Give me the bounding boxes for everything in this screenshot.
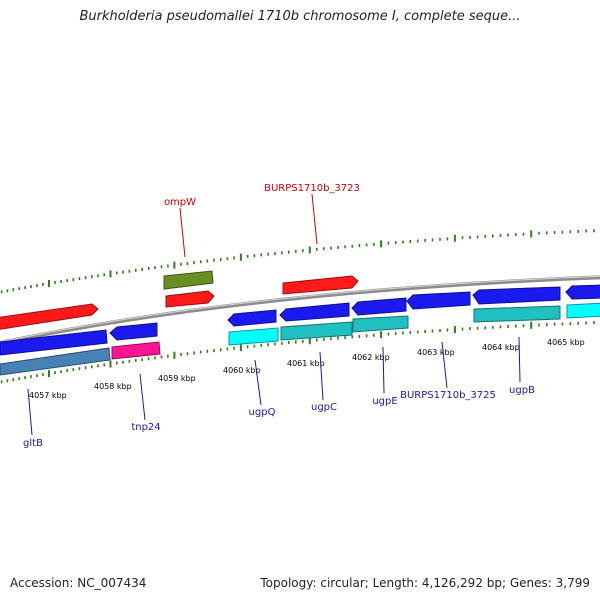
gene-label-ugpc[interactable]: ugpC (311, 402, 337, 413)
gene-label-ugpb[interactable]: ugpB (509, 385, 535, 396)
gene-label-gltb[interactable]: gltB (23, 438, 43, 449)
gene-label-ugpq[interactable]: ugpQ (249, 407, 276, 418)
scale-label-4060: 4060 kbp (223, 366, 261, 375)
gene-label-ompw[interactable]: ompW (164, 197, 196, 208)
leader-burps3723 (311, 193, 318, 245)
scale-label-4062: 4062 kbp (352, 353, 390, 362)
feature-ugpc-blue[interactable] (279, 302, 350, 322)
gene-label-leaders (27, 193, 521, 436)
feature-tnp24-magenta[interactable] (111, 341, 161, 360)
scale-label-4065: 4065 kbp (547, 338, 585, 347)
chromosome-backbone-highlight (0, 275, 600, 343)
feature-gltb-steel[interactable] (0, 347, 111, 376)
leader-gltb (27, 388, 33, 436)
accession-text: Accession: NC_007434 (10, 576, 147, 590)
leader-ugpc (319, 351, 324, 401)
feature-ugpe-teal[interactable] (352, 315, 409, 333)
features-inner-track (0, 284, 600, 376)
tick-row-outer (0, 229, 595, 294)
chromosome-backbone (0, 275, 600, 345)
feature-ugpc-teal[interactable] (280, 321, 353, 341)
features-outer-track (0, 270, 359, 330)
scale-label-4059: 4059 kbp (158, 374, 196, 383)
gene-labels: ompW BURPS1710b_3723 gltB tnp24 ugpQ ugp… (23, 183, 535, 449)
feature-burps3725-blue[interactable] (406, 291, 471, 310)
leader-burps3725 (441, 341, 448, 389)
feature-burps3723-red[interactable] (282, 275, 359, 295)
leader-ompw (179, 207, 186, 258)
feature-ugpb-blue[interactable] (472, 286, 561, 305)
gene-label-burps3723[interactable]: BURPS1710b_3723 (264, 183, 360, 194)
gene-label-burps3725[interactable]: BURPS1710b_3725 (400, 390, 496, 401)
feature-ompw-olive[interactable] (163, 270, 214, 290)
scale-label-4063: 4063 kbp (417, 348, 455, 357)
tick-row-inner (0, 321, 595, 384)
feature-ugpe-blue[interactable] (351, 297, 407, 316)
leader-ugpb (518, 336, 521, 383)
feature-ugpq-cyan[interactable] (228, 327, 279, 346)
leader-ugpq (254, 359, 262, 406)
gene-label-ugpe[interactable]: ugpE (372, 396, 397, 407)
gene-label-tnp24[interactable]: tnp24 (131, 422, 160, 433)
leader-tnp24 (139, 373, 146, 421)
feature-tnp24-blue[interactable] (109, 322, 158, 341)
feature-right-cyan[interactable] (566, 302, 600, 319)
feature-ugpb-teal[interactable] (473, 305, 561, 323)
genome-summary-text: Topology: circular; Length: 4,126,292 bp… (260, 576, 590, 590)
leader-ugpe (382, 346, 385, 394)
scale-labels: 4057 kbp 4058 kbp 4059 kbp 4060 kbp 4061… (29, 338, 585, 400)
feature-gltb-blue[interactable] (0, 329, 108, 356)
scale-label-4057: 4057 kbp (29, 391, 67, 400)
feature-arrow-red-left[interactable] (0, 303, 99, 330)
scale-label-4058: 4058 kbp (94, 382, 132, 391)
feature-right-blue[interactable] (565, 284, 600, 300)
feature-ompw-red[interactable] (165, 290, 215, 308)
feature-ugpq-blue[interactable] (227, 309, 277, 327)
scale-label-4061: 4061 kbp (287, 359, 325, 368)
scale-label-4064: 4064 kbp (482, 343, 520, 352)
map-title: Burkholderia pseudomallei 1710b chromoso… (79, 9, 521, 24)
